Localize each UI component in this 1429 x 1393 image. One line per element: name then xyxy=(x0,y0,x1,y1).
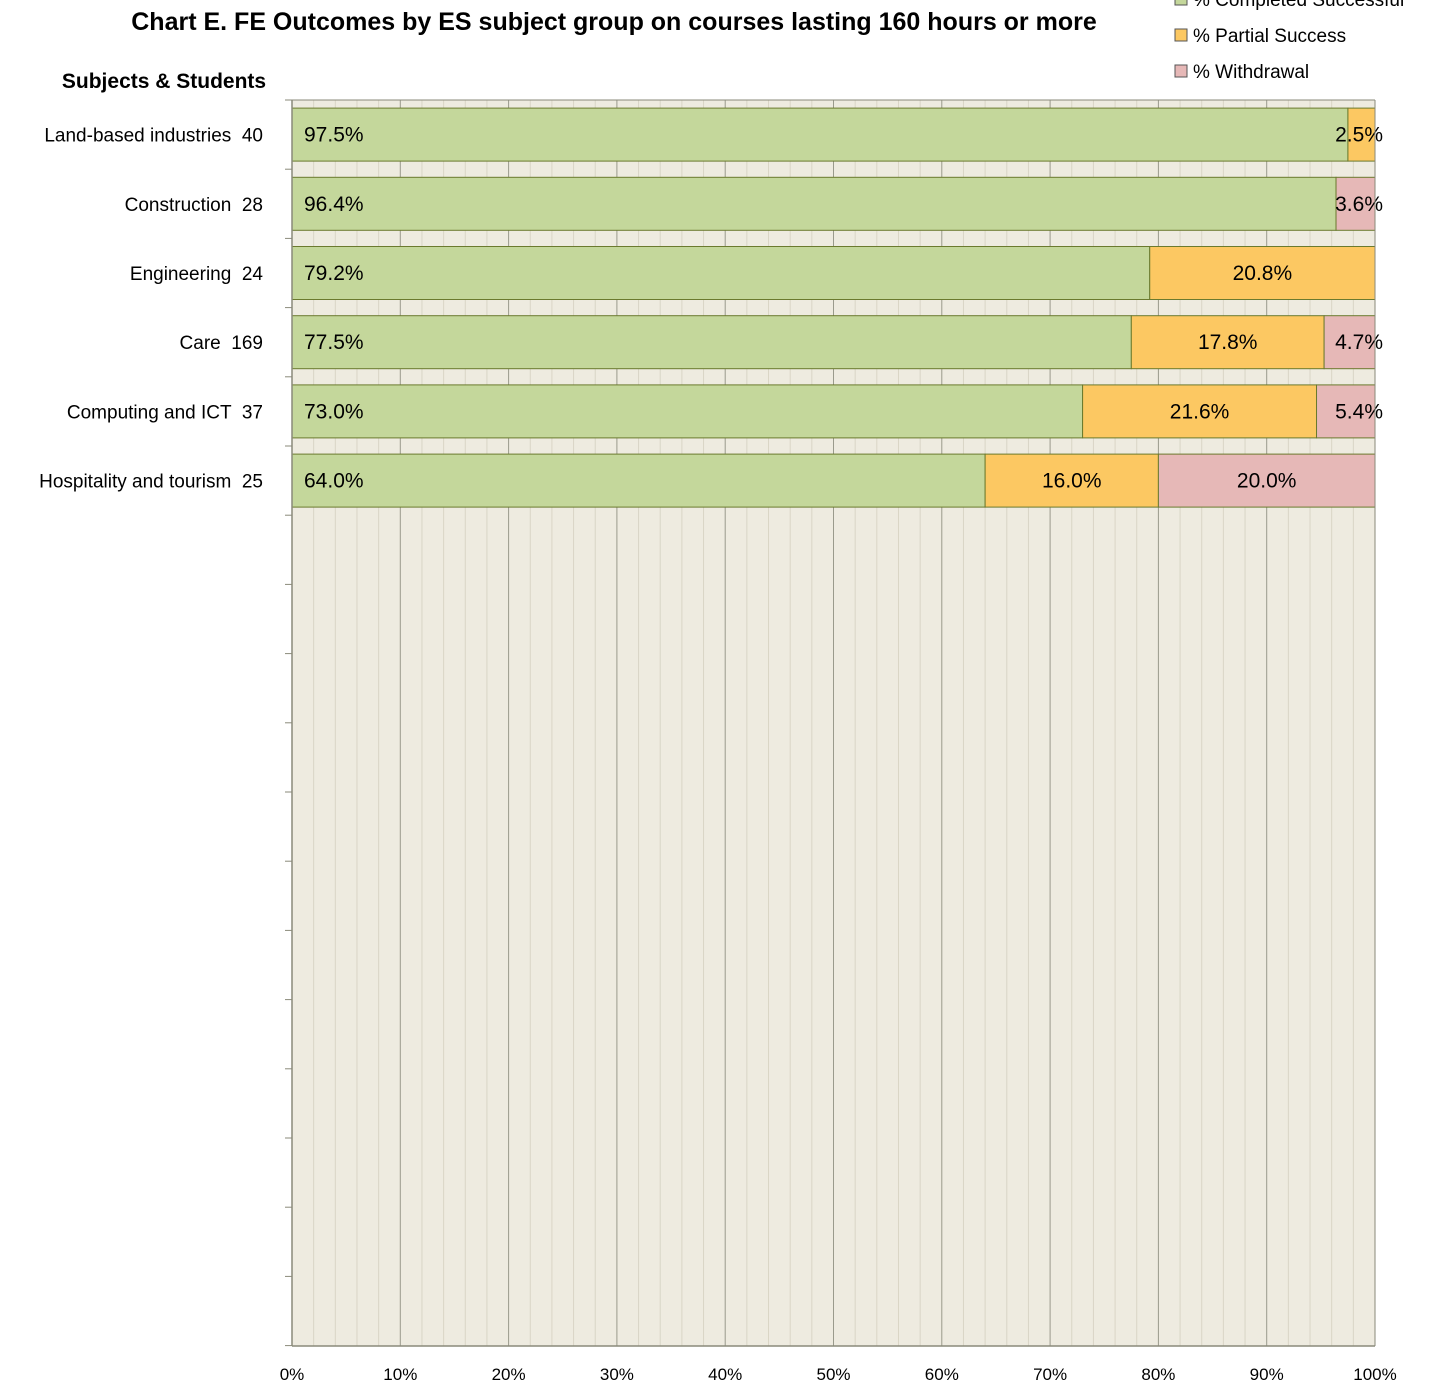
category-label: Engineering 24 xyxy=(130,264,264,285)
x-tick-label: 60% xyxy=(925,1365,959,1384)
minor-gridlines xyxy=(313,100,1354,1346)
bar-segment xyxy=(1323,315,1376,370)
x-tick-label: 20% xyxy=(492,1365,526,1384)
bar-segment xyxy=(291,453,986,508)
bar-segment xyxy=(291,315,1132,370)
category-label: Computing and ICT 37 xyxy=(67,402,263,423)
legend-label: % Completed Successful xyxy=(1193,0,1404,11)
data-label: 2.5% xyxy=(1335,124,1383,147)
data-label: 97.5% xyxy=(304,124,364,147)
x-tick-label: 40% xyxy=(708,1365,742,1384)
y-axis-label: Subjects & Students xyxy=(62,70,266,93)
bar-segment xyxy=(1130,315,1325,370)
data-label: 77.5% xyxy=(304,331,364,354)
data-label: 4.7% xyxy=(1335,331,1383,354)
legend-swatch xyxy=(1174,0,1188,6)
bar-segment xyxy=(1157,453,1376,508)
category-label: Care 169 xyxy=(180,333,263,354)
x-tick-label: 10% xyxy=(383,1365,417,1384)
category-label: Hospitality and tourism 25 xyxy=(39,472,263,493)
legend-label: % Withdrawal xyxy=(1193,62,1309,83)
bar-segment xyxy=(1335,176,1376,231)
data-label: 73.0% xyxy=(304,400,364,423)
data-label: 20.8% xyxy=(1233,262,1293,285)
x-tick-label: 50% xyxy=(816,1365,850,1384)
bars xyxy=(291,107,1376,508)
major-gridlines xyxy=(399,100,1268,1346)
data-label: 96.4% xyxy=(304,193,364,216)
x-tick-label: 80% xyxy=(1141,1365,1175,1384)
x-tick-label: 0% xyxy=(280,1365,305,1384)
x-tick-label: 30% xyxy=(600,1365,634,1384)
data-label: 17.8% xyxy=(1198,331,1258,354)
x-tick-label: 70% xyxy=(1033,1365,1067,1384)
category-label: Land-based industries 40 xyxy=(44,126,263,147)
data-label: 16.0% xyxy=(1042,470,1102,493)
data-label: 79.2% xyxy=(304,262,364,285)
bar-segment xyxy=(291,384,1084,439)
category-label: Construction 28 xyxy=(125,195,263,216)
bar-segment xyxy=(291,246,1151,300)
legend-swatch xyxy=(1174,28,1188,42)
axes xyxy=(285,99,1376,1347)
data-label: 5.4% xyxy=(1335,400,1383,423)
data-label: 3.6% xyxy=(1335,193,1383,216)
bar-segment xyxy=(291,107,1349,162)
bar-segment xyxy=(1149,246,1376,300)
x-tick-label: 90% xyxy=(1250,1365,1284,1384)
bar-segment xyxy=(1082,384,1318,439)
legend: % Completed Successful % Partial Success%… xyxy=(1174,0,1404,83)
bar-segment xyxy=(1347,107,1376,162)
value-labels: 97.5% 2.5% 96.4% 3.6% 79.2% 20.8% 77.5% 17.8% 4.… xyxy=(304,124,1383,493)
legend-swatch xyxy=(1174,64,1188,78)
legend-label: % Partial Success xyxy=(1193,26,1346,47)
x-tick-labels: 0% 10% 20% 30% 40% 50% 60% 70% 80% 90% 100% xyxy=(280,1365,1397,1384)
data-label: 21.6% xyxy=(1170,400,1230,423)
data-label: 20.0% xyxy=(1237,470,1297,493)
chart-title: Chart E. FE Outcomes by ES subject group… xyxy=(131,8,1097,36)
data-label: 64.0% xyxy=(304,470,364,493)
bar-segment xyxy=(291,176,1337,231)
category-labels: Land-based industries 40 Construction 28 E… xyxy=(39,126,263,493)
x-tick-label: 100% xyxy=(1353,1365,1396,1384)
